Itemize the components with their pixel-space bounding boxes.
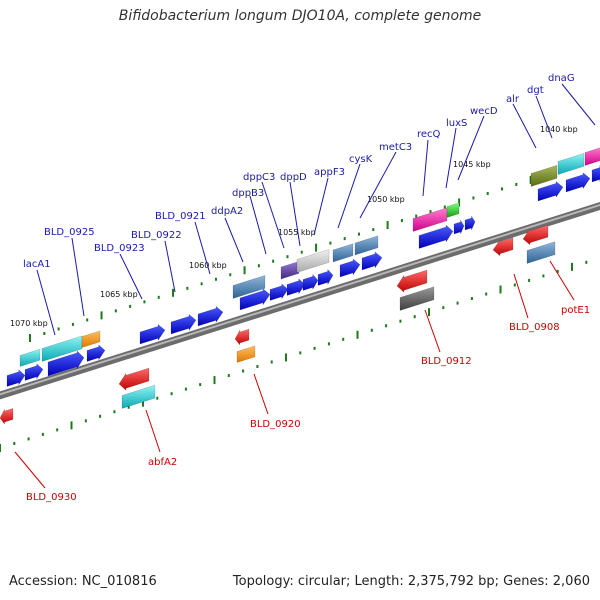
scale-label-1065: 1065 kbp: [100, 290, 138, 299]
scale-label-1045: 1045 kbp: [453, 160, 491, 169]
top-label-texts: lacA1 BLD_0925 BLD_0923 BLD_0922 BLD_092…: [23, 73, 575, 270]
gene-arrow[interactable]: [418, 224, 454, 249]
gene-arrow[interactable]: [354, 235, 379, 256]
gene-arrow[interactable]: [286, 278, 306, 296]
scale-labels: 1070 kbp 1065 kbp 1060 kbp 1055 kbp 1050…: [10, 125, 578, 328]
gene-label-potE1: potE1: [561, 305, 590, 316]
genome-backbone: [0, 202, 600, 400]
gene-arrow[interactable]: [584, 147, 600, 166]
map-title: Bifidobacterium longum DJO10A, complete …: [118, 8, 482, 24]
gene-label-dppB3: dppB3: [232, 188, 264, 199]
gene-label-ddpA2: ddpA2: [211, 206, 243, 217]
bottom-label-texts: BLD_0930 abfA2 BLD_0920 BLD_0912 BLD_090…: [26, 305, 590, 503]
gene-arrow[interactable]: [296, 249, 330, 273]
gene-label-luxS: luxS: [446, 118, 467, 129]
gene-arrow[interactable]: [412, 207, 448, 232]
gene-arrow[interactable]: [118, 367, 150, 391]
gene-label-BLD_0923: BLD_0923: [94, 243, 145, 254]
gene-arrow[interactable]: [522, 224, 549, 246]
gene-arrow[interactable]: [47, 350, 85, 377]
ruler-ticks: [0, 160, 589, 452]
gene-arrow[interactable]: [530, 164, 558, 187]
gene-arrow[interactable]: [317, 268, 334, 286]
gene-arrow[interactable]: [121, 384, 156, 409]
accession-text: Accession: NC_010816: [9, 574, 157, 589]
bottom-labels: [14, 260, 575, 489]
gene-arrow[interactable]: [464, 215, 476, 231]
gene-arrow[interactable]: [139, 323, 166, 345]
gene-arrow[interactable]: [234, 328, 250, 346]
gene-arrow[interactable]: [81, 330, 101, 348]
gene-label-dgt: dgt: [527, 85, 544, 96]
gene-arrow[interactable]: [537, 180, 564, 202]
gene-arrow[interactable]: [236, 345, 256, 363]
gene-label-abfA2: abfA2: [148, 457, 177, 468]
topology-text: Topology: circular; Length: 2,375,792 bp…: [232, 574, 590, 589]
gene-arrow[interactable]: [86, 344, 106, 362]
gene-label-appF3: appF3: [314, 167, 345, 178]
gene-arrow[interactable]: [446, 202, 460, 218]
gene-label-dppD: dppD: [280, 172, 307, 183]
gene-arrow[interactable]: [170, 313, 197, 335]
gene-arrow[interactable]: [453, 219, 465, 235]
gene-label-metC3: metC3: [379, 142, 412, 153]
gene-label-recQ: recQ: [417, 129, 441, 140]
gene-arrow[interactable]: [19, 348, 41, 367]
gene-label-cysK: cysK: [349, 154, 373, 165]
gene-arrow[interactable]: [24, 363, 44, 381]
scale-label-1055: 1055 kbp: [278, 228, 316, 237]
gene-label-BLD_0908: BLD_0908: [509, 322, 560, 333]
gene-arrow[interactable]: [302, 273, 319, 291]
gene-arrow[interactable]: [396, 269, 428, 293]
gene-arrow[interactable]: [239, 288, 271, 311]
gene-label-BLD_0921: BLD_0921: [155, 211, 206, 222]
gene-arrow[interactable]: [557, 152, 585, 175]
gene-arrow[interactable]: [197, 305, 224, 327]
gene-arrow[interactable]: [6, 369, 26, 387]
gene-arrow[interactable]: [269, 283, 289, 301]
gene-label-BLD_0922: BLD_0922: [131, 230, 182, 241]
gene-label-BLD_0930: BLD_0930: [26, 492, 77, 503]
gene-arrow[interactable]: [280, 260, 300, 280]
gene-arrow[interactable]: [565, 172, 591, 193]
scale-label-1070: 1070 kbp: [10, 319, 48, 328]
gene-arrow[interactable]: [591, 164, 600, 183]
gene-label-dnaG: dnaG: [548, 73, 575, 84]
gene-label-lacA1: lacA1: [23, 259, 51, 270]
gene-arrow[interactable]: [232, 275, 266, 299]
gene-label-wecD: wecD: [470, 106, 498, 117]
gene-label-BLD_0925: BLD_0925: [44, 227, 95, 238]
gene-arrow[interactable]: [339, 258, 361, 278]
scale-label-1050: 1050 kbp: [367, 195, 405, 204]
top-labels: [36, 83, 596, 336]
gene-arrow[interactable]: [526, 241, 556, 264]
scale-label-1040: 1040 kbp: [540, 125, 578, 134]
gene-arrow[interactable]: [0, 408, 14, 425]
gene-label-BLD_0920: BLD_0920: [250, 419, 301, 430]
gene-label-dppC3: dppC3: [243, 172, 275, 183]
gene-arrow[interactable]: [399, 286, 435, 311]
gene-features: [0, 147, 600, 425]
gene-label-BLD_0912: BLD_0912: [421, 356, 472, 367]
gene-label-alr: alr: [506, 94, 520, 105]
gene-arrow[interactable]: [361, 251, 383, 271]
gene-arrow[interactable]: [41, 335, 83, 362]
gene-arrow[interactable]: [332, 243, 354, 263]
gene-arrow[interactable]: [492, 237, 514, 257]
